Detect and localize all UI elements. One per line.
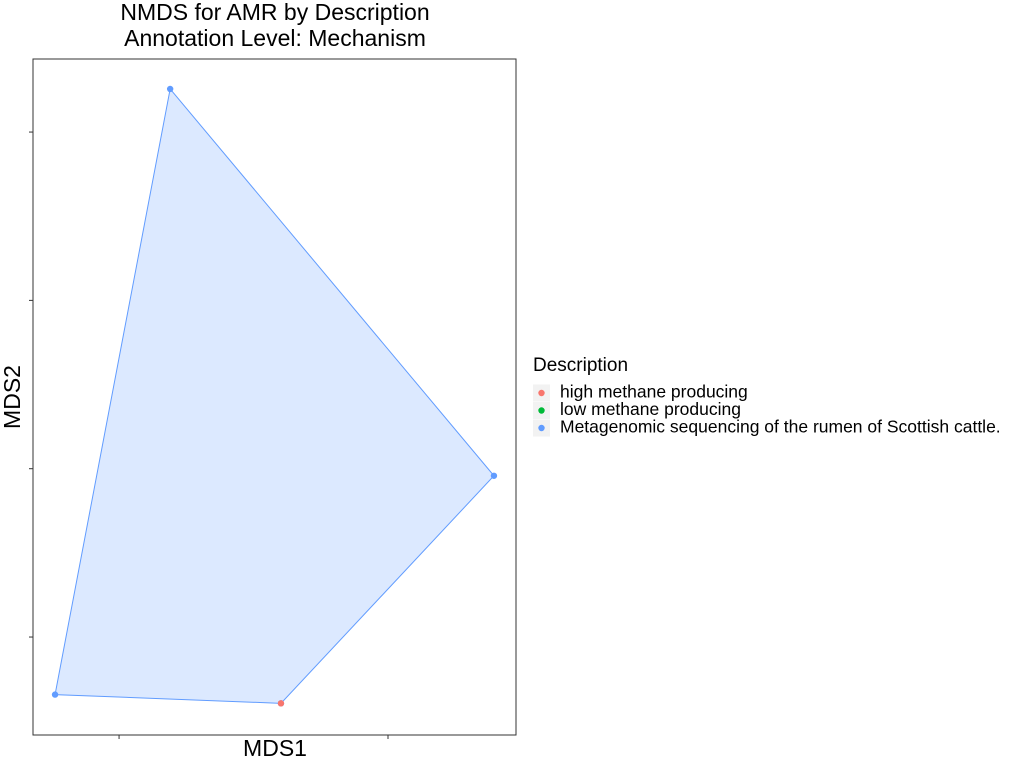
hull xyxy=(54,87,495,704)
legend-key xyxy=(538,407,545,414)
legend-title: Description xyxy=(533,355,628,376)
legend-key xyxy=(538,424,545,432)
point xyxy=(51,691,59,698)
chart-subtitle: Annotation Level: Mechanism xyxy=(124,25,426,51)
plot-frame xyxy=(32,58,517,736)
point xyxy=(277,700,285,707)
y-axis-label: MDS2 xyxy=(0,365,25,429)
legend-label: Metagenomic sequencing of the rumen of S… xyxy=(560,417,1001,437)
x-axis-label: MDS1 xyxy=(243,735,307,761)
point xyxy=(490,472,498,479)
point xyxy=(166,85,174,93)
legend-key xyxy=(538,389,545,397)
legend-label: high methane producing xyxy=(560,382,748,402)
chart-title: NMDS for AMR by Description xyxy=(120,0,429,25)
legend-label: low methane producing xyxy=(560,399,741,419)
